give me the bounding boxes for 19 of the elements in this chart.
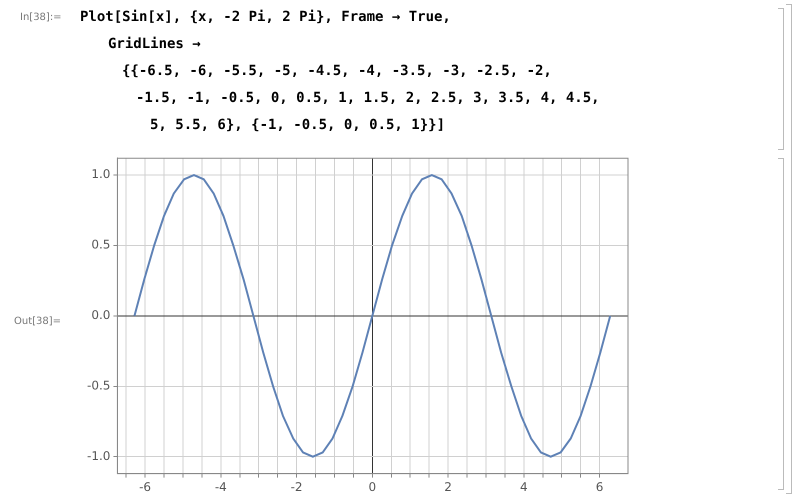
x-tick-label: 0 <box>368 480 376 494</box>
text: GridLines → <box>108 36 201 52</box>
text: Plot[Sin[x], {x, -2 Pi, 2 Pi}, Frame → True, <box>80 9 451 25</box>
text: In[38]:= <box>20 12 62 23</box>
y-tick-label: -0.5 <box>86 378 110 392</box>
x-tick-label: -6 <box>139 480 152 494</box>
x-tick-label: -4 <box>214 480 227 494</box>
text: {{-6.5, -6, -5.5, -5, -4.5, -4, -3.5, -3, -2.5, -2, <box>122 63 552 79</box>
x-tick-label: -2 <box>290 480 303 494</box>
text: -1.5, -1, -0.5, 0, 0.5, 1, 1.5, 2, 2.5, 3, 3.5, 4, 4.5, <box>136 90 600 106</box>
x-tick-label: 4 <box>520 480 528 494</box>
x-tick-label: 6 <box>596 480 604 494</box>
text: 5, 5.5, 6}, {-1, -0.5, 0, 0.5, 1}}] <box>150 117 446 133</box>
x-tick-label: 2 <box>444 480 452 494</box>
y-tick-label: -1.0 <box>86 448 110 463</box>
text: Out[38]= <box>14 316 62 327</box>
y-tick-label: 0.5 <box>91 238 110 252</box>
y-tick-label: 1.0 <box>91 167 110 182</box>
y-tick-label: 0.0 <box>91 308 110 322</box>
